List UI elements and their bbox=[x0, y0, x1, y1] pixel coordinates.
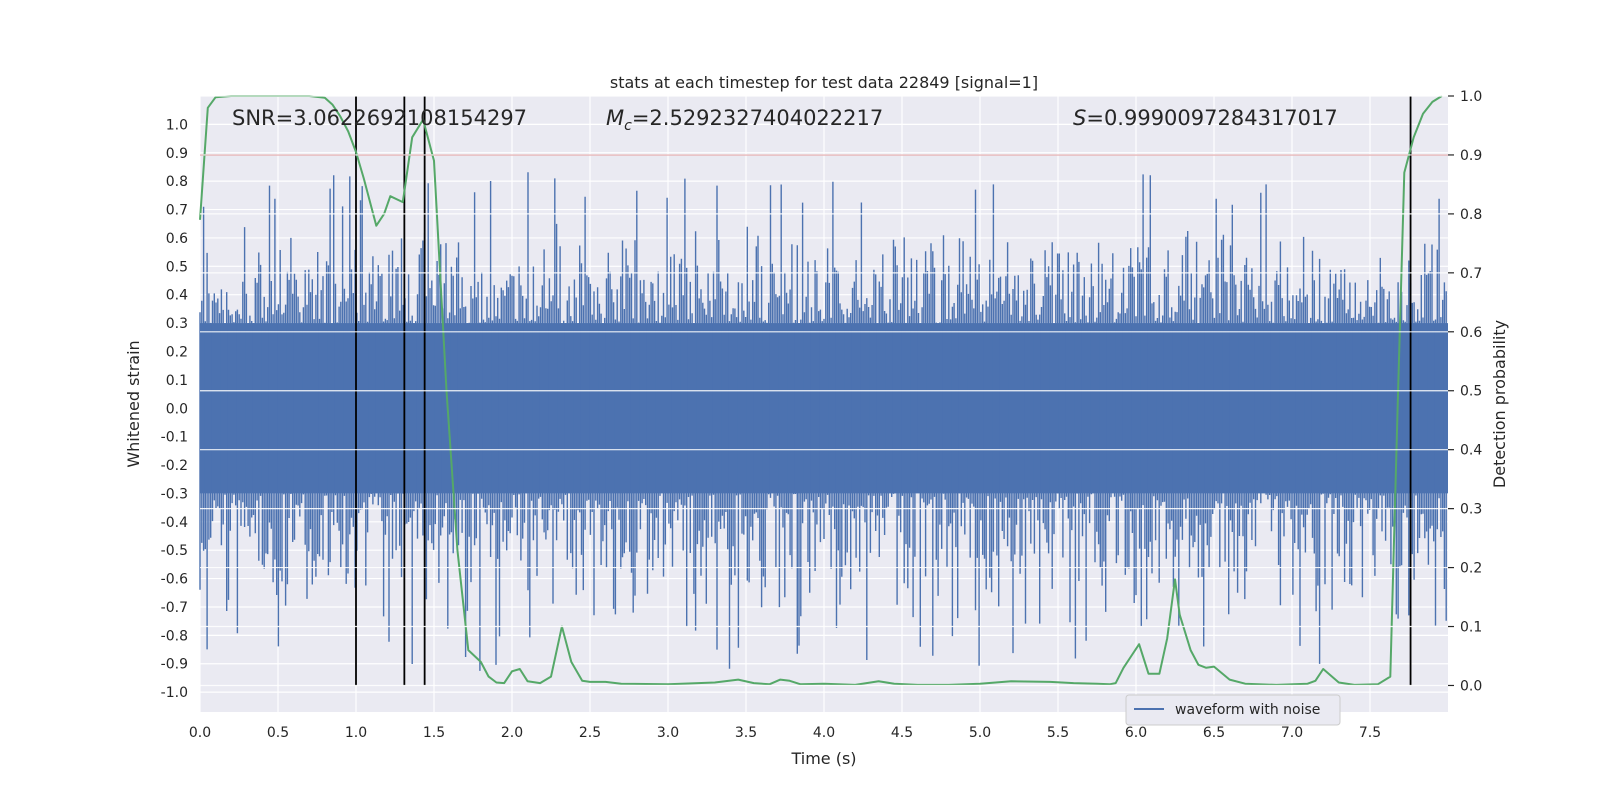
s-value: =0.9990097284317017 bbox=[1086, 106, 1337, 130]
y-tick-label: -0.2 bbox=[161, 458, 188, 474]
x-tick-label: 7.0 bbox=[1281, 725, 1303, 741]
x-tick-label: 0.0 bbox=[189, 725, 211, 741]
y2-tick-label: 0.4 bbox=[1460, 443, 1482, 459]
snr-annotation: SNR=3.0622692108154297 bbox=[232, 106, 527, 130]
y-tick-label: 0.3 bbox=[166, 316, 188, 332]
y-tick-label: 0.2 bbox=[166, 344, 188, 360]
y2-tick-labels: 1.0 0.9 0.8 0.7 0.6 0.5 0.4 0.3 0.2 0.1 0.0 bbox=[1448, 89, 1482, 694]
probability-line bbox=[199, 95, 1443, 686]
chirp-mass-value: =2.5292327404022217 bbox=[632, 106, 883, 130]
y-tick-label: 0.6 bbox=[166, 231, 188, 247]
y2-tick-label: 0.3 bbox=[1460, 502, 1482, 518]
chart-title: stats at each timestep for test data 228… bbox=[610, 73, 1038, 92]
waveform-trace bbox=[199, 172, 1447, 671]
y-axis-label: Whitened strain bbox=[124, 340, 143, 467]
y-tick-label: -0.1 bbox=[161, 430, 188, 446]
y2-gridlines bbox=[200, 95, 1448, 687]
x-tick-label: 6.0 bbox=[1125, 725, 1147, 741]
x-tick-label: 0.5 bbox=[267, 725, 289, 741]
y-tick-label: -0.4 bbox=[161, 515, 188, 531]
y-tick-label: -0.5 bbox=[161, 543, 188, 559]
x-tick-labels: 0.0 0.5 1.0 1.5 2.0 2.5 3.0 3.5 4.0 4.5 5.0 5.5 6.0 6… bbox=[189, 725, 1381, 741]
x-tick-label: 3.5 bbox=[735, 725, 757, 741]
y2-tick-label: 0.0 bbox=[1460, 678, 1482, 694]
y-tick-label: -0.7 bbox=[161, 600, 188, 616]
waveform-series bbox=[199, 172, 1448, 671]
y-tick-label: -0.9 bbox=[161, 657, 188, 673]
x-tick-label: 3.0 bbox=[657, 725, 679, 741]
y-tick-label: 0.5 bbox=[166, 259, 188, 275]
chirp-mass-annotation: Mc=2.5292327404022217 bbox=[606, 106, 883, 134]
s-annotation: S=0.9990097284317017 bbox=[1073, 106, 1338, 130]
y-tick-label: -0.6 bbox=[161, 572, 188, 588]
y-tick-labels: 1.0 0.9 0.8 0.7 0.6 0.5 0.4 0.3 0.2 0.1 0.0 -0.1 -0.… bbox=[161, 117, 188, 701]
y-tick-label: -0.8 bbox=[161, 628, 188, 644]
y2-tick-label: 0.9 bbox=[1460, 148, 1482, 164]
y2-tick-label: 1.0 bbox=[1460, 89, 1482, 105]
y-tick-label: 1.0 bbox=[166, 117, 188, 133]
y-tick-label: 0.4 bbox=[166, 288, 188, 304]
x-tick-label: 7.5 bbox=[1359, 725, 1381, 741]
y-tick-label: -0.3 bbox=[161, 486, 188, 502]
chirp-mass-symbol: M bbox=[606, 106, 624, 130]
y-tick-label: 0.0 bbox=[166, 401, 188, 417]
y2-tick-label: 0.5 bbox=[1460, 384, 1482, 400]
x-tick-label: 5.0 bbox=[969, 725, 991, 741]
x-tick-label: 4.5 bbox=[891, 725, 913, 741]
y2-axis-label: Detection probability bbox=[1490, 320, 1509, 488]
y-tick-label: -1.0 bbox=[161, 685, 188, 701]
x-tick-label: 5.5 bbox=[1047, 725, 1069, 741]
y-tick-label: 0.9 bbox=[166, 146, 188, 162]
x-tick-label: 4.0 bbox=[813, 725, 835, 741]
y2-tick-label: 0.1 bbox=[1460, 620, 1482, 636]
x-axis-label: Time (s) bbox=[790, 749, 856, 768]
legend-label: waveform with noise bbox=[1175, 702, 1320, 718]
x-tick-label: 6.5 bbox=[1203, 725, 1225, 741]
x-tick-label: 1.0 bbox=[345, 725, 367, 741]
y2-tick-label: 0.6 bbox=[1460, 325, 1482, 341]
y-tick-label: 0.8 bbox=[166, 174, 188, 190]
legend: waveform with noise bbox=[1125, 694, 1341, 726]
x-tick-label: 2.5 bbox=[579, 725, 601, 741]
y2-tick-label: 0.2 bbox=[1460, 561, 1482, 577]
y2-tick-label: 0.8 bbox=[1460, 207, 1482, 223]
x-tick-label: 1.5 bbox=[423, 725, 445, 741]
x-tick-label: 2.0 bbox=[501, 725, 523, 741]
y2-tick-label: 0.7 bbox=[1460, 266, 1482, 282]
y-tick-label: 0.1 bbox=[166, 373, 188, 389]
y-tick-label: 0.7 bbox=[166, 203, 188, 219]
legend-box bbox=[1125, 694, 1341, 726]
chirp-mass-subscript: c bbox=[624, 118, 632, 134]
s-symbol: S bbox=[1073, 106, 1086, 130]
probability-series bbox=[199, 95, 1443, 686]
